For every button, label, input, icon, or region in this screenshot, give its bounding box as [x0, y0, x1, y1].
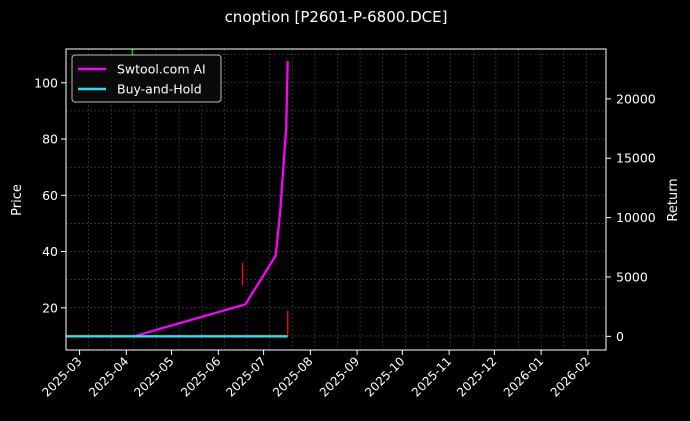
series-line-0 [133, 60, 289, 338]
x-tick-label: 2025-05 [131, 354, 176, 399]
y-left-tick-label: 60 [42, 188, 58, 203]
axes: 2025-03 2025-04 2025-05 2025-06 2025-07 2025-… [34, 75, 656, 399]
y-right-tick-label: 0 [616, 329, 624, 344]
trade-signals [131, 49, 289, 336]
x-tick-label: 2025-07 [223, 354, 268, 399]
plot-frame [65, 48, 607, 351]
series-lines [66, 60, 289, 338]
y-right-tick-label: 5000 [616, 269, 648, 284]
y-right-tick-label: 15000 [616, 151, 656, 166]
legend: Swtool.com AI Buy-and-Hold [71, 54, 222, 103]
y-left-tick-label: 40 [42, 244, 58, 259]
y-right-tick-label: 20000 [616, 91, 656, 106]
x-tick-label: 2025-06 [178, 354, 223, 399]
legend-label: Swtool.com AI [117, 62, 206, 77]
chart-title: cnoption [P2601-P-6800.DCE] [225, 8, 448, 26]
x-tick-label: 2025-09 [317, 354, 362, 399]
legend-label: Buy-and-Hold [117, 82, 202, 97]
x-tick-label: 2025-10 [362, 354, 407, 399]
y-left-tick-label: 100 [34, 75, 58, 90]
x-tick-label: 2025-11 [409, 354, 454, 399]
x-tick-label: 2026-02 [548, 354, 593, 399]
x-tick-label: 2026-01 [501, 354, 546, 399]
y-left-tick-label: 20 [42, 300, 58, 315]
y-right-tick-label: 10000 [616, 210, 656, 225]
x-tick-label: 2025-03 [39, 354, 84, 399]
legend-box [71, 54, 222, 103]
x-tick-label: 2025-08 [270, 354, 315, 399]
x-tick-label: 2025-12 [454, 354, 499, 399]
y-axis-right-label: Return [666, 178, 681, 221]
y-left-tick-label: 80 [42, 132, 58, 147]
x-tick-label: 2025-04 [86, 354, 131, 399]
y-axis-left-label: Price [10, 184, 25, 216]
